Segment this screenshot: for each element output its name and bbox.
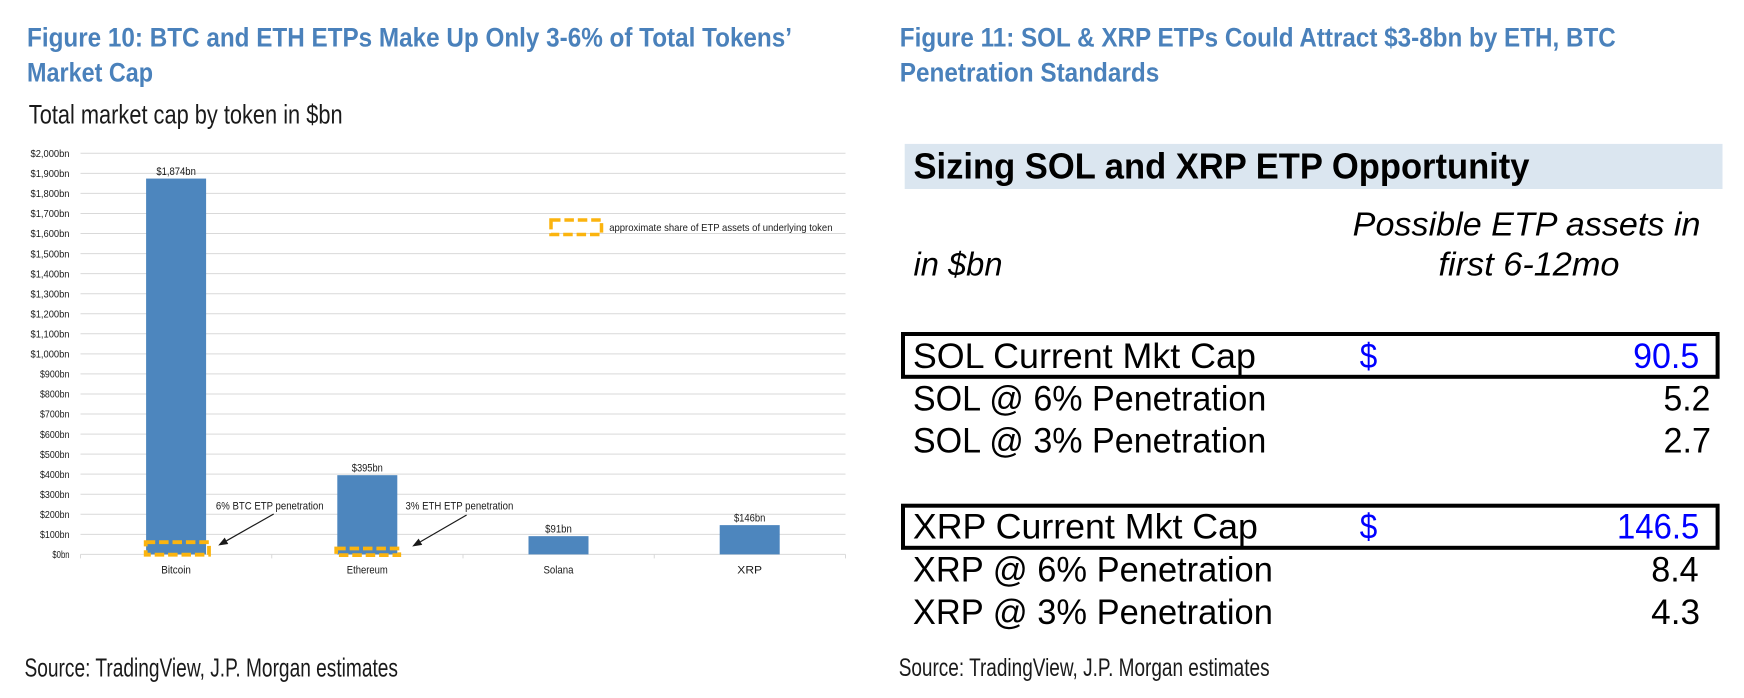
svg-text:90.5: 90.5 (1633, 337, 1699, 376)
svg-text:$1,400bn: $1,400bn (31, 268, 70, 280)
svg-text:$1,500bn: $1,500bn (31, 248, 70, 260)
svg-text:SOL @ 6% Penetration: SOL @ 6% Penetration (913, 380, 1266, 419)
svg-text:4.3: 4.3 (1651, 593, 1700, 632)
svg-text:5.2: 5.2 (1664, 380, 1711, 419)
svg-text:6% BTC ETP penetration: 6% BTC ETP penetration (216, 501, 324, 513)
svg-text:XRP @ 6% Penetration: XRP @ 6% Penetration (913, 551, 1273, 590)
svg-text:$900bn: $900bn (40, 369, 70, 381)
svg-text:$: $ (1360, 337, 1378, 376)
svg-text:8.4: 8.4 (1651, 551, 1699, 590)
svg-text:Figure 11: SOL & XRP ETPs Coul: Figure 11: SOL & XRP ETPs Could Attract … (900, 23, 1616, 53)
svg-text:$91bn: $91bn (545, 524, 572, 536)
svg-text:$700bn: $700bn (40, 409, 70, 421)
svg-text:SOL @ 3% Penetration: SOL @ 3% Penetration (913, 422, 1266, 461)
svg-text:2.7: 2.7 (1664, 422, 1712, 461)
svg-text:$600bn: $600bn (40, 429, 70, 441)
svg-text:Solana: Solana (543, 565, 574, 577)
svg-text:$1,300bn: $1,300bn (31, 288, 70, 300)
svg-text:$2,000bn: $2,000bn (31, 148, 70, 160)
svg-text:Bitcoin: Bitcoin (161, 565, 191, 577)
svg-text:$1,000bn: $1,000bn (31, 349, 70, 361)
svg-text:Figure 10: BTC and ETH ETPs Ma: Figure 10: BTC and ETH ETPs Make Up Only… (27, 23, 792, 53)
svg-text:SOL Current Mkt Cap: SOL Current Mkt Cap (913, 337, 1256, 376)
svg-text:Ethereum: Ethereum (347, 565, 388, 577)
svg-text:approximate share of ETP asset: approximate share of ETP assets of under… (609, 222, 832, 234)
svg-text:$1,600bn: $1,600bn (31, 228, 70, 240)
svg-text:in $bn: in $bn (914, 246, 1003, 283)
svg-text:$500bn: $500bn (40, 449, 70, 461)
svg-text:$300bn: $300bn (40, 489, 70, 501)
svg-text:first 6-12mo: first 6-12mo (1439, 246, 1620, 283)
svg-text:$395bn: $395bn (352, 463, 383, 475)
svg-text:$1,800bn: $1,800bn (31, 188, 70, 200)
svg-text:$100bn: $100bn (40, 529, 70, 541)
svg-text:3% ETH ETP penetration: 3% ETH ETP penetration (406, 501, 514, 513)
svg-text:$: $ (1360, 508, 1378, 547)
svg-text:Penetration Standards: Penetration Standards (900, 58, 1160, 88)
svg-text:XRP: XRP (737, 565, 762, 577)
svg-text:146.5: 146.5 (1617, 508, 1699, 547)
svg-text:Market Cap: Market Cap (27, 58, 153, 88)
svg-text:XRP Current Mkt Cap: XRP Current Mkt Cap (913, 508, 1258, 547)
svg-text:$1,200bn: $1,200bn (31, 308, 70, 320)
svg-text:Total market cap by token in $: Total market cap by token in $bn (29, 99, 343, 129)
svg-text:$146bn: $146bn (734, 513, 766, 525)
svg-text:$400bn: $400bn (40, 469, 70, 481)
svg-text:$200bn: $200bn (40, 509, 70, 521)
svg-text:$1,900bn: $1,900bn (31, 168, 70, 180)
svg-text:$1,100bn: $1,100bn (31, 328, 70, 340)
svg-text:$1,700bn: $1,700bn (31, 208, 70, 220)
svg-text:Source: TradingView, J.P. Morg: Source: TradingView, J.P. Morgan estimat… (25, 653, 399, 683)
svg-text:Source: TradingView, J.P. Morg: Source: TradingView, J.P. Morgan estimat… (899, 654, 1270, 682)
svg-text:Sizing SOL and XRP ETP Opportu: Sizing SOL and XRP ETP Opportunity (914, 145, 1530, 186)
svg-text:$800bn: $800bn (40, 389, 70, 401)
svg-text:$0bn: $0bn (52, 549, 69, 561)
svg-text:Possible ETP assets in: Possible ETP assets in (1353, 206, 1701, 243)
svg-text:$1,874bn: $1,874bn (156, 166, 196, 178)
svg-text:XRP @ 3% Penetration: XRP @ 3% Penetration (913, 593, 1273, 632)
